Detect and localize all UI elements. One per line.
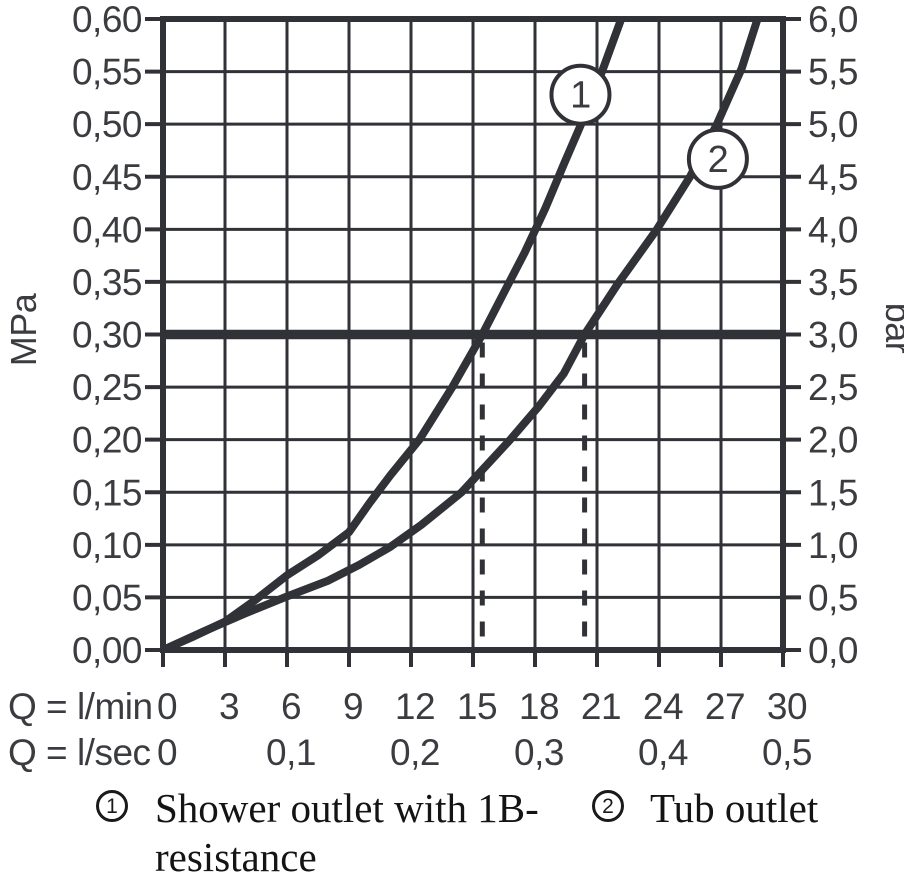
y-axis-right-tick-label: 0,0 (808, 630, 858, 671)
x-axis-lsec-tick-label: 0,1 (266, 732, 316, 772)
x-axis-lmin-tick-label: 30 (767, 686, 807, 727)
x-axis-lmin-tick-label: 6 (281, 686, 301, 727)
y-axis-right-tick-label: 4,0 (808, 209, 858, 250)
y-axis-right-tick-label: 0,5 (808, 577, 858, 618)
curve-marker-circle (549, 63, 612, 126)
y-axis-left-tick-label: 0,10 (72, 525, 142, 566)
y-axis-left-tick-label: 0,05 (72, 577, 142, 618)
y-axis-right-unit: bar (878, 303, 904, 354)
x-axis-lmin-caption: Q = l/min (8, 686, 153, 727)
x-axis-lmin-tick-label: 9 (343, 686, 363, 727)
legend-item-label: Shower outlet with 1B-resistance (155, 785, 539, 875)
y-axis-left-tick-label: 0,15 (72, 472, 142, 513)
y-axis-left-tick-label: 0,00 (72, 630, 142, 671)
x-axis-lmin-tick-label: 24 (643, 686, 683, 727)
legend-circled-number-icon: 2 (592, 790, 624, 822)
curve-series-1 (163, 19, 626, 650)
curve-marker-1: 1 (549, 63, 612, 126)
y-axis-left-tick-label: 0,20 (72, 420, 142, 461)
legend-item-label: Tub outlet (650, 785, 819, 831)
curve-series-2 (163, 19, 762, 650)
curve-marker-2: 2 (686, 127, 749, 190)
curve-marker-circle (686, 127, 749, 190)
y-axis-right-tick-label: 2,0 (808, 420, 858, 461)
y-axis-right-tick-label: 3,5 (808, 262, 858, 303)
y-axis-left-tick-label: 0,40 (72, 209, 142, 250)
y-axis-left-tick-label: 0,60 (72, 0, 142, 40)
curve-marker-number: 2 (708, 139, 729, 181)
x-axis-lmin-tick-label: 15 (457, 686, 497, 727)
legend-circled-number-icon: 1 (96, 790, 128, 822)
x-axis-lsec-tick-label: 0,4 (638, 732, 688, 772)
y-axis-right-tick-label: 1,5 (808, 472, 858, 513)
chart-legend: 1 Shower outlet with 1B-resistance 2 Tub ou… (0, 775, 904, 875)
y-axis-right-tick-label: 3,0 (808, 315, 858, 356)
x-axis-lsec-tick-label: 0,5 (762, 732, 812, 772)
pressure-flow-chart: 0,600,550,500,450,400,350,300,250,200,15… (3, 0, 904, 772)
x-axis-lsec-tick-label: 0 (157, 732, 177, 772)
x-axis-lsec-tick-label: 0,2 (390, 732, 440, 772)
y-axis-left-tick-label: 0,25 (72, 367, 142, 408)
y-axis-right-tick-label: 5,0 (808, 104, 858, 145)
curve-marker-number: 1 (570, 75, 591, 117)
y-axis-left-tick-label: 0,50 (72, 104, 142, 145)
x-axis-lmin-tick-label: 27 (705, 686, 745, 727)
y-axis-left-tick-label: 0,35 (72, 262, 142, 303)
y-axis-left-tick-label: 0,45 (72, 157, 142, 198)
y-axis-right-tick-label: 1,0 (808, 525, 858, 566)
y-axis-right-tick-label: 4,5 (808, 157, 858, 198)
x-axis-lmin-tick-label: 21 (581, 686, 621, 727)
x-axis-lsec-caption: Q = l/sec (8, 732, 151, 772)
y-axis-right-tick-label: 6,0 (808, 0, 858, 40)
x-axis-lmin-tick-label: 3 (219, 686, 239, 727)
x-axis-lmin-tick-label: 12 (395, 686, 435, 727)
legend-item-1: 1 Shower outlet with 1B-resistance (96, 775, 539, 875)
x-axis-lmin-tick-label: 18 (519, 686, 559, 727)
x-axis-lsec-tick-label: 0,3 (514, 732, 564, 772)
y-axis-left-tick-label: 0,55 (72, 52, 142, 93)
y-axis-left-tick-label: 0,30 (72, 315, 142, 356)
y-axis-left-unit: MPa (3, 292, 44, 366)
y-axis-right-tick-label: 5,5 (808, 52, 858, 93)
legend-item-2: 2 Tub outlet (592, 775, 818, 833)
y-axis-right-tick-label: 2,5 (808, 367, 858, 408)
x-axis-lmin-tick-label: 0 (157, 686, 177, 727)
